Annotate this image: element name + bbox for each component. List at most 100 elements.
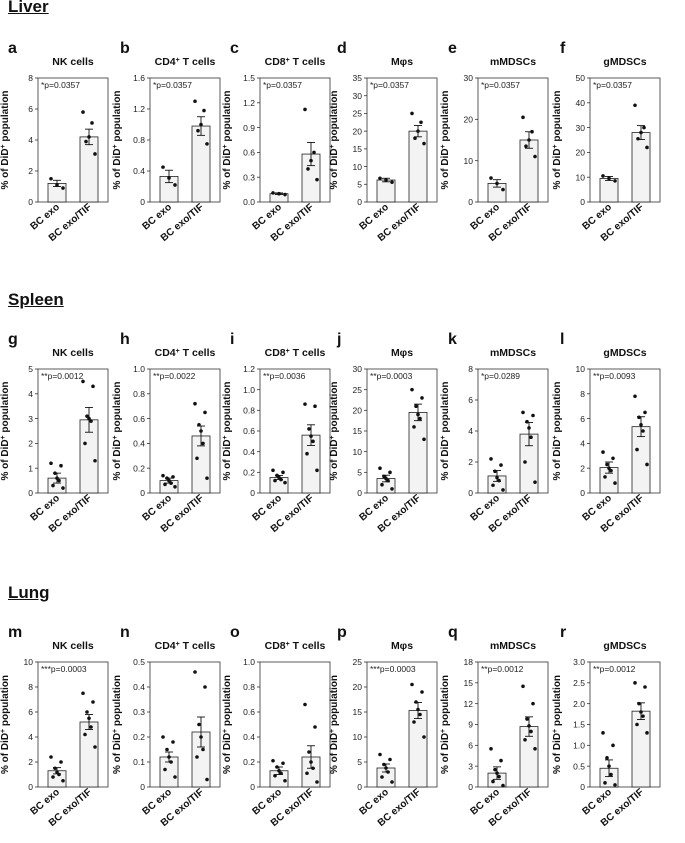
panel-e-ytick-label: 20 xyxy=(464,115,474,125)
panel-a-bar-2 xyxy=(79,136,99,203)
panel-f-ytick-label: 30 xyxy=(576,123,586,133)
panel-m-ytick-label: 8 xyxy=(28,682,33,692)
panel-a-ytick-label: 6 xyxy=(28,104,33,114)
panel-c-ytick-label: 1.2 xyxy=(243,98,255,108)
panel-p-pvalue: ***p=0.0003 xyxy=(370,664,416,674)
panel-o-ytick-label: 0.8 xyxy=(243,682,255,692)
panel-m-pvalue: ***p=0.0003 xyxy=(41,664,87,674)
panel-h-point-2 xyxy=(205,476,209,480)
panel-m-ytick-label: 6 xyxy=(28,707,33,717)
panel-b-point-2 xyxy=(199,122,203,127)
panel-r-ytick-label: 1.5 xyxy=(573,720,585,730)
panel-i-point-2 xyxy=(307,427,311,431)
panel-j-point-2 xyxy=(418,416,422,421)
section-title-liver: Liver xyxy=(8,0,49,16)
panel-o-point-1 xyxy=(281,761,285,766)
panel-q-point-1 xyxy=(495,771,499,775)
panel-o-point-2 xyxy=(309,760,313,764)
panel-o-point-2 xyxy=(307,750,311,754)
panel-r-point-2 xyxy=(643,685,647,689)
panel-n-ytick-label: 0 xyxy=(140,782,145,792)
panel-i-point-2 xyxy=(303,402,307,406)
panel-l-ytick-label: 2 xyxy=(580,463,585,473)
panel-j-ytick-label: 5 xyxy=(357,468,362,478)
panel-q-point-2 xyxy=(533,747,537,751)
panel-d-pvalue: *p=0.0357 xyxy=(370,80,409,90)
panel-p-ytick-label: 20 xyxy=(353,682,363,692)
panel-p-ytick-label: 5 xyxy=(357,757,362,767)
panel-d-point-2 xyxy=(413,136,417,141)
panel-r-point-2 xyxy=(637,701,641,706)
panel-a-ytick-label: 8 xyxy=(28,73,33,83)
panel-g-ytick-label: 3 xyxy=(28,414,33,424)
panel-d-point-1 xyxy=(378,176,382,181)
panel-r-bar-2 xyxy=(631,710,651,788)
panel-f-ytick-label: 0 xyxy=(580,197,585,207)
panel-i-letter: i xyxy=(230,331,234,348)
panel-r-ytick-label: 0.5 xyxy=(573,761,585,771)
panel-b-point-2 xyxy=(193,99,197,104)
panel-p-point-2 xyxy=(422,735,426,739)
panel-m-point-2 xyxy=(91,700,95,704)
panel-q-pvalue: **p=0.0012 xyxy=(481,664,524,674)
panel-l-point-1 xyxy=(605,462,609,467)
panel-n-ytick-label: 0.1 xyxy=(133,757,145,767)
panel-p-title: Mφs xyxy=(391,640,413,652)
panel-f-letter: f xyxy=(560,40,566,57)
panel-r-point-1 xyxy=(603,781,607,785)
panel-j-title: Mφs xyxy=(391,347,413,359)
panel-i-point-2 xyxy=(313,404,317,409)
panel-g-point-1 xyxy=(57,478,61,483)
panel-o-point-1 xyxy=(279,771,283,776)
panel-m-point-2 xyxy=(81,691,85,696)
panel-d-frame xyxy=(366,77,438,203)
panel-g-ytick-label: 5 xyxy=(28,364,33,374)
panel-g-point-1 xyxy=(53,471,57,475)
panel-m-ytick-label: 10 xyxy=(24,657,34,667)
panel-e-ytick-label: 10 xyxy=(464,156,474,166)
panel-m-point-2 xyxy=(89,725,93,729)
panel-q-point-2 xyxy=(523,737,527,742)
panel-j-point-2 xyxy=(416,412,420,417)
panel-p-point-1 xyxy=(378,752,382,757)
panel-e-point-2 xyxy=(521,115,525,120)
panel-n-point-2 xyxy=(193,670,197,674)
panel-r-ytick-label: 3.0 xyxy=(573,657,585,667)
panel-b-point-2 xyxy=(202,108,206,113)
panel-k-point-2 xyxy=(529,435,533,440)
panel-i-point-1 xyxy=(271,468,275,473)
panel-n-point-1 xyxy=(173,775,177,779)
panel-h-point-2 xyxy=(199,429,203,433)
panel-q-ytick-label: 3 xyxy=(468,761,473,771)
panel-d-ylabel: % of DiD+ population xyxy=(329,90,341,189)
panel-n-point-2 xyxy=(205,777,209,782)
panel-l-point-1 xyxy=(603,475,607,479)
panel-p-point-2 xyxy=(418,712,422,717)
panel-p-point-2 xyxy=(410,682,414,687)
panel-c-point-2 xyxy=(306,167,310,171)
panel-j-point-2 xyxy=(410,387,414,392)
panel-o-letter: o xyxy=(230,624,240,641)
panel-c-ytick-label: 1.5 xyxy=(243,73,255,83)
panel-i-ytick-label: 0.2 xyxy=(243,468,255,478)
panel-c-point-2 xyxy=(315,177,319,182)
panel-b-pvalue: *p=0.0357 xyxy=(153,80,192,90)
panel-i-point-2 xyxy=(315,468,319,473)
panel-l-letter: l xyxy=(560,331,564,348)
panel-i-ytick-label: 0.6 xyxy=(243,426,255,436)
section-title-spleen: Spleen xyxy=(8,290,64,309)
panel-q-ytick-label: 9 xyxy=(468,720,473,730)
panel-m-ytick-label: 2 xyxy=(28,757,33,767)
panel-f-point-2 xyxy=(645,145,649,150)
panel-p-ytick-label: 15 xyxy=(353,707,363,717)
panel-p-frame xyxy=(366,661,438,788)
panel-o-point-1 xyxy=(275,765,279,769)
panel-q-point-2 xyxy=(531,701,535,706)
panel-p-point-2 xyxy=(420,690,424,694)
panel-r-point-2 xyxy=(645,731,649,735)
panel-k-pvalue: *p=0.0289 xyxy=(481,371,520,381)
panel-o-ytick-label: 0.6 xyxy=(243,707,255,717)
panel-h-ytick-label: 0.4 xyxy=(133,439,145,449)
panel-m-point-1 xyxy=(53,766,57,771)
panel-e-letter: e xyxy=(448,40,457,57)
